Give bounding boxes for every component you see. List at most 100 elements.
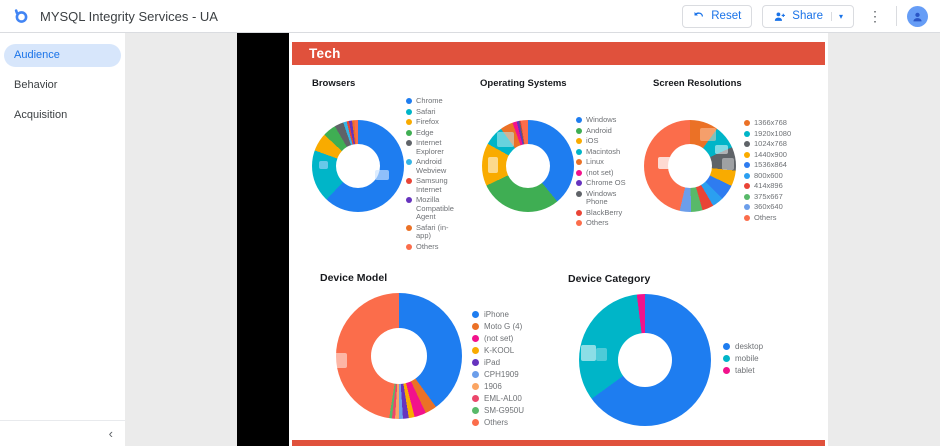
- legend-item[interactable]: Others: [744, 212, 791, 223]
- reset-button[interactable]: Reset: [682, 4, 753, 28]
- legend-item[interactable]: desktop: [723, 342, 763, 351]
- legend-bullet-icon: [406, 159, 412, 165]
- legend-item[interactable]: Edge: [406, 127, 462, 138]
- legend-bullet-icon: [406, 140, 412, 146]
- legend-item[interactable]: Windows Phone: [576, 188, 632, 207]
- legend-label: Edge: [416, 127, 434, 137]
- legend-label: Macintosh: [586, 146, 621, 156]
- legend-label: iOS: [586, 136, 599, 145]
- legend-bullet-icon: [406, 119, 412, 125]
- legend-bullet-icon: [576, 209, 582, 216]
- legend-item[interactable]: BlackBerry: [576, 208, 632, 218]
- donut-chart-screen-resolutions[interactable]: [644, 120, 736, 212]
- donut-chart-device-model[interactable]: [336, 293, 462, 419]
- legend-item[interactable]: Others: [472, 418, 524, 427]
- legend-item[interactable]: 1906: [472, 382, 524, 391]
- undo-icon: [694, 12, 704, 17]
- legend-label: Android: [586, 125, 612, 135]
- account-avatar[interactable]: [907, 5, 928, 27]
- legend-bullet-icon: [472, 323, 479, 330]
- legend-item[interactable]: Android Webview: [406, 157, 462, 175]
- legend-item[interactable]: 1366x768: [744, 118, 791, 128]
- legend-screen-resolutions: 1366x768 1920x1080 1024x768 1440x900 1536x86…: [744, 118, 791, 223]
- legend-item[interactable]: (not set): [576, 167, 632, 178]
- legend-item[interactable]: 1536x864: [744, 160, 791, 170]
- legend-item[interactable]: 1920x1080: [744, 129, 791, 139]
- legend-bullet-icon: [576, 159, 582, 165]
- legend-item[interactable]: 1024x768: [744, 139, 791, 149]
- legend-operating-systems: Windows Android iOS Macintosh Linux (not set)…: [576, 115, 632, 228]
- legend-item[interactable]: iOS: [576, 136, 632, 146]
- chart-title-screen-resolutions: Screen Resolutions: [653, 78, 742, 89]
- legend-item[interactable]: tablet: [723, 366, 763, 375]
- sidebar-item-acquisition[interactable]: Acquisition: [14, 109, 68, 121]
- legend-item[interactable]: SM-G950U: [472, 406, 524, 415]
- legend-label: Internet Explorer: [416, 138, 444, 156]
- legend-item[interactable]: iPhone: [472, 310, 524, 319]
- legend-item[interactable]: (not set): [472, 334, 524, 343]
- legend-label: Others: [484, 418, 509, 427]
- legend-bullet-icon: [472, 311, 479, 318]
- legend-bullet-icon: [744, 162, 750, 168]
- legend-item[interactable]: 1440x900: [744, 150, 791, 160]
- legend-bullet-icon: [472, 335, 479, 342]
- legend-item[interactable]: Firefox: [406, 117, 462, 127]
- sidebar-item-audience[interactable]: Audience: [4, 44, 121, 67]
- legend-item[interactable]: Chrome OS: [576, 178, 632, 188]
- legend-bullet-icon: [406, 178, 412, 184]
- collapse-sidebar-chevron-icon[interactable]: ‹: [108, 426, 113, 441]
- legend-label: (not set): [586, 167, 614, 177]
- legend-item[interactable]: Mozilla Compatible Agent: [406, 195, 462, 222]
- legend-item[interactable]: Macintosh: [576, 146, 632, 157]
- legend-label: Chrome: [416, 96, 443, 105]
- more-options-button[interactable]: ⋮: [864, 5, 886, 27]
- legend-label: Windows Phone: [586, 188, 617, 206]
- legend-item[interactable]: Safari: [406, 107, 462, 117]
- top-app-bar: MYSQL Integrity Services - UA Reset Shar…: [0, 0, 940, 33]
- legend-label: 1536x864: [754, 160, 787, 169]
- legend-label: Safari (in-app): [416, 222, 449, 240]
- legend-item[interactable]: 375x667: [744, 192, 791, 202]
- legend-bullet-icon: [576, 127, 582, 134]
- legend-label: 800x600: [754, 170, 783, 180]
- legend-label: Others: [754, 212, 777, 222]
- legend-item[interactable]: Linux: [576, 157, 632, 167]
- legend-item[interactable]: Samsung Internet: [406, 176, 462, 194]
- share-dropdown-caret-icon[interactable]: ▾: [830, 11, 843, 21]
- legend-item[interactable]: 800x600: [744, 170, 791, 181]
- legend-item[interactable]: Internet Explorer: [406, 138, 462, 156]
- share-label: Share: [792, 10, 823, 22]
- legend-bullet-icon: [472, 407, 479, 414]
- legend-label: CPH1909: [484, 370, 519, 379]
- legend-item[interactable]: EML-AL00: [472, 394, 524, 403]
- sidebar-item-behavior[interactable]: Behavior: [14, 79, 58, 91]
- chart-title-browsers: Browsers: [312, 78, 356, 89]
- legend-item[interactable]: Moto G (4): [472, 322, 524, 331]
- legend-bullet-icon: [406, 243, 412, 250]
- legend-item[interactable]: Others: [576, 218, 632, 228]
- legend-item[interactable]: iPad: [472, 358, 524, 367]
- legend-item[interactable]: Safari (in-app): [406, 222, 462, 241]
- share-button[interactable]: Share ▾: [762, 4, 854, 28]
- legend-bullet-icon: [576, 220, 582, 226]
- legend-item[interactable]: Others: [406, 242, 462, 252]
- legend-bullet-icon: [723, 367, 730, 374]
- sidebar-footer: ‹: [0, 420, 125, 446]
- legend-bullet-icon: [406, 108, 412, 115]
- legend-bullet-icon: [744, 130, 750, 137]
- legend-item[interactable]: Windows: [576, 115, 632, 125]
- legend-item[interactable]: Android: [576, 125, 632, 136]
- donut-chart-operating-systems[interactable]: [482, 120, 574, 212]
- legend-label: (not set): [484, 334, 514, 343]
- legend-item[interactable]: K-KOOL: [472, 346, 524, 355]
- legend-item[interactable]: CPH1909: [472, 370, 524, 379]
- legend-label: 414x896: [754, 181, 783, 190]
- legend-item[interactable]: 360x640: [744, 202, 791, 212]
- legend-item[interactable]: Chrome: [406, 96, 462, 106]
- highlight-artifact: [581, 345, 596, 361]
- legend-label: iPad: [484, 358, 501, 367]
- black-side-rectangle: [237, 33, 289, 446]
- legend-item[interactable]: mobile: [723, 354, 763, 363]
- donut-chart-device-category[interactable]: [579, 294, 711, 426]
- legend-item[interactable]: 414x896: [744, 181, 791, 191]
